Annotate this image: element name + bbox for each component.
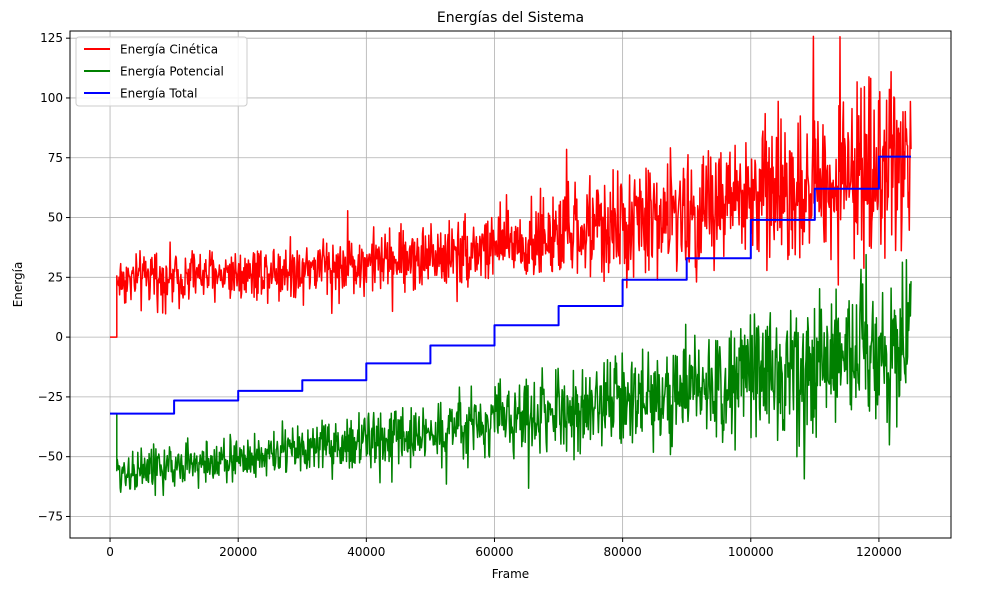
x-tick-label: 60000 [475,545,513,559]
x-axis: 0 20000 40000 60000 80000 100000 120000 [106,538,902,559]
legend-box [75,36,248,107]
legend: Energía Cinética Energía Potencial Energ… [75,36,248,107]
x-tick-label: 120000 [856,545,902,559]
chart-title: Energías del Sistema [437,10,584,26]
x-tick-label: 40000 [347,545,385,559]
x-tick-label: 100000 [728,545,774,559]
y-axis-label: Energía [11,262,25,308]
x-tick-label: 20000 [219,545,257,559]
x-axis-label: Frame [492,567,529,581]
legend-label-total: Energía Total [120,87,197,101]
y-tick-label: 100 [40,91,63,105]
y-tick-label: 25 [48,270,63,284]
y-tick-label: 75 [48,151,63,165]
y-axis: −75 −50 −25 0 25 50 75 100 125 [38,31,70,523]
y-tick-label: −75 [38,509,63,523]
y-tick-label: −25 [38,390,63,404]
y-tick-label: −50 [38,450,63,464]
x-tick-label: 80000 [604,545,642,559]
y-tick-label: 125 [40,31,63,45]
y-tick-label: 50 [48,211,63,225]
legend-label-kinetic: Energía Cinética [120,43,218,57]
plot-frame [69,30,952,539]
series-line-1 [110,253,912,497]
series-line-2 [110,155,911,415]
series-layer [110,35,912,497]
y-tick-label: 0 [55,330,63,344]
series-line-0 [110,35,912,338]
x-tick-label: 0 [106,545,114,559]
legend-label-potential: Energía Potencial [120,65,224,79]
